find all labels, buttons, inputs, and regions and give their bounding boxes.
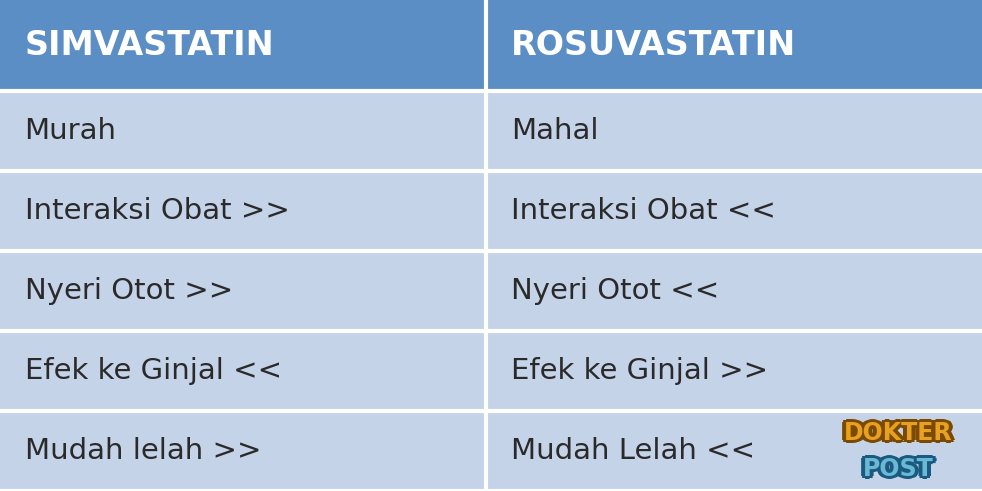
Text: ROSUVASTATIN: ROSUVASTATIN bbox=[511, 29, 795, 62]
Text: Nyeri Otot <<: Nyeri Otot << bbox=[511, 277, 719, 305]
Text: DOKTER: DOKTER bbox=[842, 419, 950, 443]
Bar bbox=[0, 331, 982, 411]
Text: Mudah lelah >>: Mudah lelah >> bbox=[25, 437, 261, 465]
Text: Interaksi Obat <<: Interaksi Obat << bbox=[511, 197, 776, 225]
Bar bbox=[0, 91, 982, 171]
Text: DOKTER: DOKTER bbox=[845, 421, 953, 445]
Text: DOKTER: DOKTER bbox=[845, 418, 953, 442]
Text: POST: POST bbox=[863, 457, 934, 481]
Text: Murah: Murah bbox=[25, 117, 117, 145]
Text: POST: POST bbox=[863, 460, 934, 484]
Text: POST: POST bbox=[866, 455, 937, 479]
Text: DOKTER: DOKTER bbox=[848, 421, 956, 445]
Text: Mudah Lelah <<: Mudah Lelah << bbox=[511, 437, 755, 465]
Text: POST: POST bbox=[860, 459, 931, 483]
Text: Mahal: Mahal bbox=[511, 117, 598, 145]
Text: DOKTER: DOKTER bbox=[847, 419, 955, 443]
Bar bbox=[0, 411, 982, 491]
Text: POST: POST bbox=[860, 455, 931, 479]
Bar bbox=[0, 171, 982, 251]
Text: Efek ke Ginjal <<: Efek ke Ginjal << bbox=[25, 357, 282, 385]
Text: DOKTER: DOKTER bbox=[842, 423, 950, 447]
Text: DOKTER: DOKTER bbox=[841, 421, 949, 445]
Text: Interaksi Obat >>: Interaksi Obat >> bbox=[25, 197, 290, 225]
Text: DOKTER: DOKTER bbox=[847, 423, 955, 447]
Text: POST: POST bbox=[866, 459, 937, 483]
Text: SIMVASTATIN: SIMVASTATIN bbox=[25, 29, 274, 62]
Text: DOKTER: DOKTER bbox=[845, 424, 953, 448]
Text: Efek ke Ginjal >>: Efek ke Ginjal >> bbox=[511, 357, 768, 385]
Text: POST: POST bbox=[867, 457, 938, 481]
Text: Nyeri Otot >>: Nyeri Otot >> bbox=[25, 277, 233, 305]
Text: POST: POST bbox=[859, 457, 930, 481]
Text: POST: POST bbox=[863, 454, 934, 478]
Bar bbox=[0, 0, 982, 91]
Bar bbox=[0, 251, 982, 331]
